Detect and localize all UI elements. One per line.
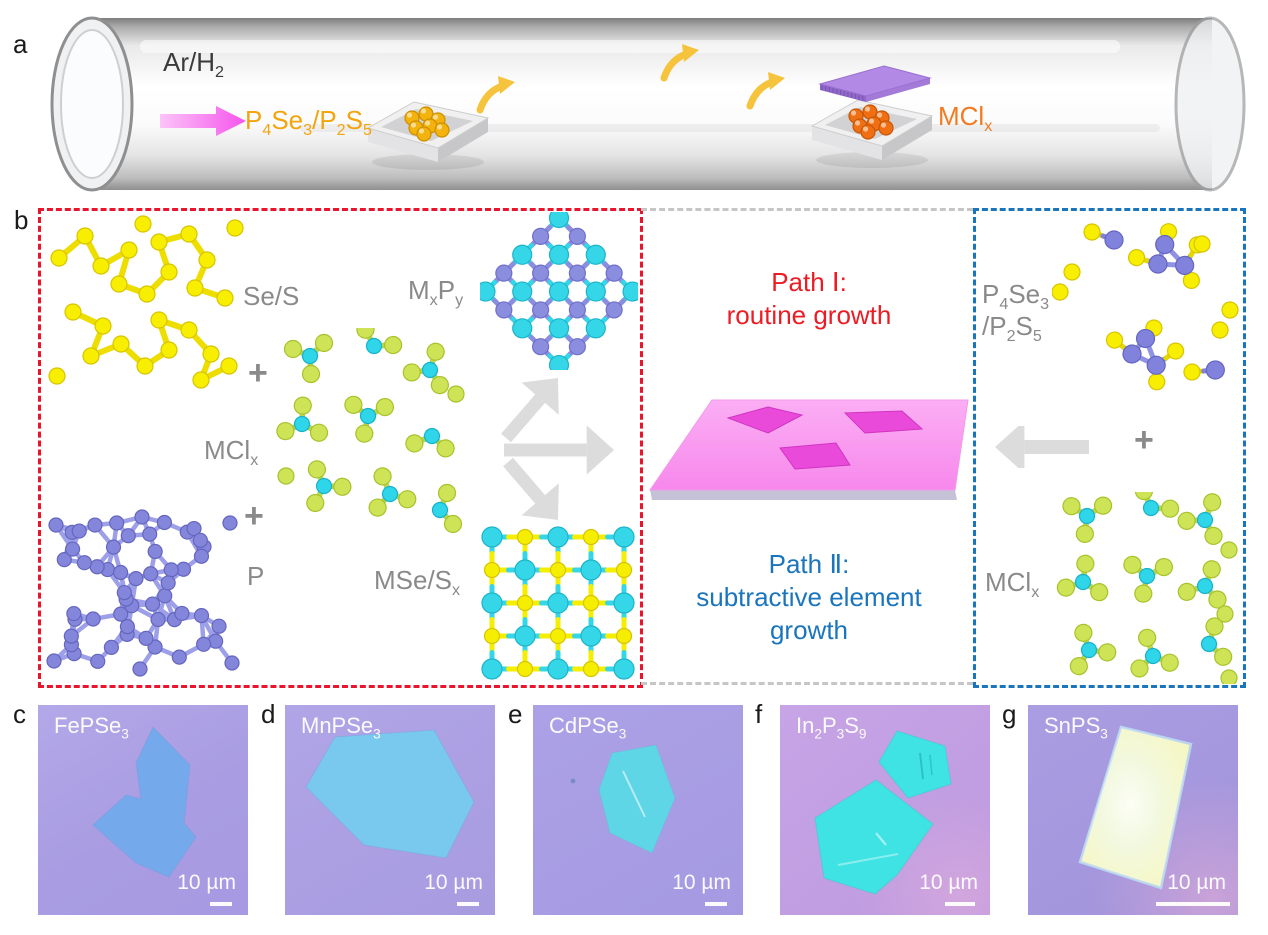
scale-bar <box>457 902 479 906</box>
scale-bar-label: 10 µm <box>177 871 236 894</box>
panel-b-letter: b <box>14 205 29 235</box>
reaction-fan-arrows <box>501 378 614 520</box>
scale-bar <box>1156 902 1230 906</box>
plus-sign-1: + <box>248 354 268 392</box>
path2-title: Path Ⅱ: <box>768 549 850 579</box>
micrograph-panel-in2p3s9: In2P3S9 10 µm <box>780 705 990 915</box>
phosphorus-cluster-graphic <box>46 509 240 677</box>
scale-bar <box>945 902 975 906</box>
path1-reactants-box <box>38 208 643 688</box>
micrograph-panel-fepse3: FePSe3 10 µm <box>38 705 248 915</box>
se-s-chain-molecule-graphic <box>48 215 244 389</box>
mclx-right-label: MClx <box>985 567 1040 602</box>
panel-f-letter: f <box>755 699 763 729</box>
scale-bar <box>705 902 727 906</box>
mnpse3-flake-graphic <box>305 729 475 859</box>
gas-flow-arrow <box>160 106 246 136</box>
reverse-growth-arrow <box>995 426 1089 468</box>
micrograph-panel-snps3: SnPS3 10 µm <box>1028 705 1238 915</box>
fepse3-flake-graphic <box>92 726 197 878</box>
scale-bar-label: 10 µm <box>424 871 483 894</box>
substrate-with-flakes-graphic <box>649 399 969 500</box>
panel-e-letter: e <box>508 699 523 729</box>
cdpse3-flake-graphic <box>570 744 676 854</box>
metal-selenide-lattice-graphic <box>481 526 635 680</box>
metal-selenide-label: MSe/Sx <box>374 565 461 600</box>
top-dashed-connector <box>641 208 973 211</box>
substrate-flake-graphic <box>818 65 932 102</box>
plus-sign-2: + <box>244 497 264 535</box>
se-s-label: Se/S <box>243 281 300 311</box>
crucible-boat <box>366 101 490 170</box>
compound-label: MnPSe3 <box>301 713 381 742</box>
compound-label: SnPS3 <box>1044 713 1108 742</box>
micrograph-panel-cdpse3: CdPSe3 10 µm <box>533 705 743 915</box>
vapor-arrow <box>746 72 785 110</box>
scale-bar-label: 10 µm <box>919 871 978 894</box>
micrograph-panel-mnpse3: MnPSe3 10 µm <box>285 705 495 915</box>
vapor-arrow <box>476 76 515 114</box>
compound-label: In2P3S9 <box>796 713 867 742</box>
path1-subtitle: routine growth <box>726 300 892 330</box>
mclx-left-label: MClx <box>204 435 259 470</box>
p4se3-label-line2: /P2S5 <box>982 311 1042 346</box>
bottom-dashed-connector <box>641 682 973 685</box>
metal-phosphide-label: MxPy <box>408 275 464 310</box>
panel-a-letter: a <box>13 29 28 59</box>
compound-label: CdPSe3 <box>549 713 627 742</box>
compound-label: FePSe3 <box>54 713 129 742</box>
path1-text-block: Path Ⅰ: routine growth <box>645 266 973 332</box>
path2-reactants-box <box>973 208 1246 688</box>
carrier-gas-label: Ar/H2 <box>163 47 224 82</box>
panel-g-letter: g <box>1002 699 1017 729</box>
path1-title: Path Ⅰ: <box>771 267 847 297</box>
scale-bar-label: 10 µm <box>672 871 731 894</box>
crucible-boat <box>810 99 934 168</box>
furnace-tube-graphic <box>50 16 1246 192</box>
scale-bar <box>210 902 232 906</box>
path2-text-block: Path Ⅱ: subtractive element growth <box>645 548 973 647</box>
p4se3-label-line1: P4Se3 <box>982 279 1050 314</box>
path2-subtitle-line1: subtractive element <box>696 582 922 612</box>
panel-c-letter: c <box>13 699 26 729</box>
vapor-arrow <box>660 44 699 82</box>
in2p3s9-flake-graphic <box>814 730 952 895</box>
mclx-molecules-graphic-right <box>1056 492 1238 684</box>
path2-subtitle-line2: growth <box>769 615 849 645</box>
plus-sign-3: + <box>1134 421 1154 459</box>
metal-salt-label: MClx <box>938 101 993 136</box>
snps3-flake-graphic <box>1078 725 1193 890</box>
mclx-molecules-graphic <box>276 328 465 534</box>
precursor-label: P4Se3/P2S5 <box>245 105 372 140</box>
panel-d-letter: d <box>261 699 276 729</box>
metal-phosphide-lattice-graphic <box>480 212 638 370</box>
phosphorus-label: P <box>247 561 265 591</box>
p4se3-molecules-graphic <box>1052 223 1239 391</box>
scale-bar-label: 10 µm <box>1167 871 1226 894</box>
